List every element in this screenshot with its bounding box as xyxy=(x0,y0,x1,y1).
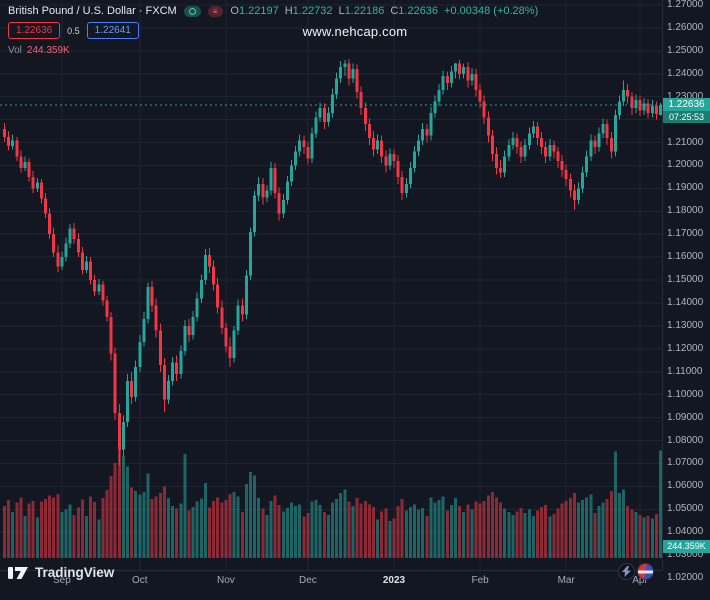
buy-button[interactable]: 1.22641 xyxy=(86,22,139,39)
ohlc-readout: O1.22197 H1.22732 L1.22186 C1.22636 +0.0… xyxy=(230,5,538,17)
time-axis[interactable]: Sep Oct Nov Dec 2023 Feb Mar Apr xyxy=(0,570,663,600)
time-tick-label: Apr xyxy=(632,575,648,586)
time-tick-label: Nov xyxy=(216,575,235,586)
price-tick-label: 1.21000 xyxy=(667,136,704,148)
candles-layer xyxy=(3,58,662,466)
price-tick-label: 1.26000 xyxy=(667,21,704,33)
price-chart-svg[interactable] xyxy=(0,0,663,570)
boost-icon[interactable] xyxy=(618,563,635,580)
price-tick-label: 1.06000 xyxy=(667,480,704,492)
low-label: L xyxy=(338,5,345,17)
price-axis[interactable]: 1.02000 1.03000 1.04000 1.05000 1.06000 1.070… xyxy=(662,0,710,600)
price-tick-label: 1.08000 xyxy=(667,434,704,446)
high-label: H xyxy=(284,5,293,17)
bar-countdown: 07:25:53 xyxy=(663,111,710,123)
volume-value: 244.359K xyxy=(26,45,70,56)
time-tick-label: Sep xyxy=(52,575,71,586)
open-value: 1.22197 xyxy=(238,5,279,17)
volume-label: Vol xyxy=(8,45,22,56)
change-value: +0.00348 (+0.28%) xyxy=(444,5,539,17)
tradingview-wordmark: TradingView xyxy=(35,565,115,580)
menu-lines-icon[interactable]: ≡ xyxy=(207,5,224,17)
price-tick-label: 1.27000 xyxy=(667,0,704,11)
lightning-bolt-icon xyxy=(622,566,631,577)
price-tick-label: 1.23000 xyxy=(667,90,704,102)
low-value: 1.22186 xyxy=(344,5,385,17)
price-tick-label: 1.18000 xyxy=(667,205,704,217)
price-tick-label: 1.16000 xyxy=(667,251,704,263)
high-value: 1.22732 xyxy=(292,5,333,17)
tradingview-logo[interactable]: TradingView xyxy=(8,565,114,580)
price-tick-label: 1.09000 xyxy=(667,411,704,423)
price-tick-label: 1.20000 xyxy=(667,159,704,171)
dot-icon xyxy=(188,7,196,15)
last-price-badge: 1.22636 07:25:53 xyxy=(663,98,710,123)
status-dot-icon[interactable] xyxy=(183,5,201,17)
price-tick-label: 1.02000 xyxy=(667,572,704,584)
avatar-icon[interactable] xyxy=(637,563,654,580)
price-tick-label: 1.05000 xyxy=(667,503,704,515)
tradingview-mark-icon xyxy=(8,566,28,579)
price-tick-label: 1.11000 xyxy=(667,365,703,377)
open-label: O xyxy=(230,5,239,17)
time-tick-label: Oct xyxy=(132,575,148,586)
price-tick-label: 1.10000 xyxy=(667,388,704,400)
price-tick-label: 1.25000 xyxy=(667,44,704,56)
price-tick-label: 1.15000 xyxy=(667,274,704,286)
close-value: 1.22636 xyxy=(398,5,439,17)
price-tick-label: 1.24000 xyxy=(667,67,704,79)
time-tick-label: Mar xyxy=(557,575,575,586)
price-tick-label: 1.04000 xyxy=(667,526,704,538)
price-tick-label: 1.03000 xyxy=(667,549,704,561)
legend: British Pound / U.S. Dollar · FXCM ≡ O1.… xyxy=(8,5,538,56)
time-tick-label: Dec xyxy=(298,575,317,586)
price-tick-label: 1.14000 xyxy=(667,297,704,308)
volume-bars xyxy=(3,448,662,558)
close-label: C xyxy=(390,5,399,17)
time-tick-label: Feb xyxy=(471,575,489,586)
volume-badge: 244.359K xyxy=(663,540,710,553)
spread-value: 0.5 xyxy=(63,23,84,38)
price-tick-label: 1.12000 xyxy=(667,342,704,354)
sell-button[interactable]: 1.22636 xyxy=(8,22,61,39)
last-price-value: 1.22636 xyxy=(663,98,710,111)
price-tick-label: 1.17000 xyxy=(667,228,704,240)
watermark: www.nehcap.com xyxy=(302,24,408,39)
symbol-title[interactable]: British Pound / U.S. Dollar · FXCM xyxy=(8,5,177,17)
price-tick-label: 1.07000 xyxy=(667,457,704,469)
price-tick-label: 1.19000 xyxy=(667,182,704,194)
price-tick-label: 1.13000 xyxy=(667,319,704,331)
time-tick-label: 2023 xyxy=(382,575,406,586)
